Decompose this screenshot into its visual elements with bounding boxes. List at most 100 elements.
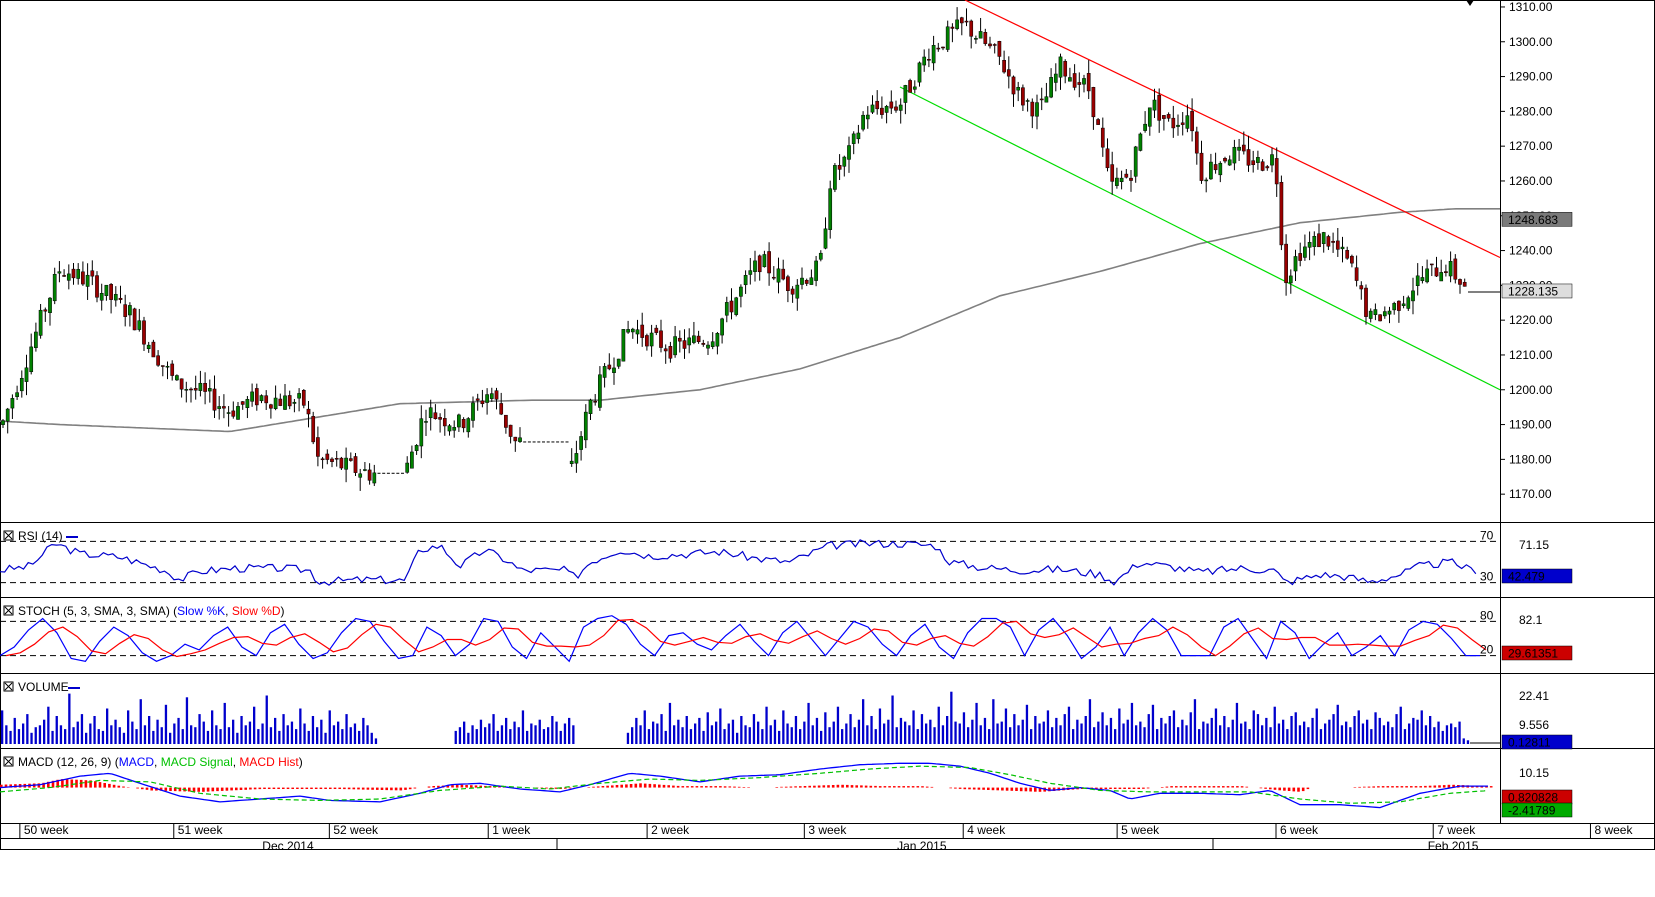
volume-bar (311, 716, 315, 744)
rsi-value-label-box (1501, 568, 1573, 584)
stochastic-pane: STOCH (5, 3, SMA, 3, SMA) (Slow %K, Slow… (0, 604, 1573, 663)
macd-tick-label: 10.15 (1519, 766, 1549, 780)
bull-candle (1133, 146, 1138, 177)
macd-hist-bar (61, 779, 64, 788)
volume-bar (1328, 719, 1331, 744)
volume-bar (122, 732, 126, 744)
macd-hist-bar (366, 787, 370, 790)
bear-candle (156, 355, 160, 366)
macd-hist-bar (1278, 787, 1281, 791)
bull-candle (10, 398, 15, 409)
bull-candle (1411, 290, 1415, 302)
macd-hist-bar (719, 786, 722, 788)
bull-candle (1425, 268, 1429, 283)
stoch-legend-sep: , (225, 604, 232, 618)
macd-hist-bar (648, 783, 652, 788)
volume-bar (757, 721, 760, 744)
volume-bar (1374, 712, 1377, 744)
volume-bar (1147, 714, 1150, 744)
bear-candle (1162, 115, 1166, 119)
macd-hist-bar (338, 787, 341, 789)
bear-candle (71, 268, 76, 279)
bull-candle (621, 329, 626, 362)
volume-tick-label: 22.41 (1519, 689, 1549, 703)
bull-candle (297, 393, 301, 399)
volume-bar (681, 727, 684, 744)
week-label: 7 week (1437, 823, 1476, 837)
volume-bar (1219, 725, 1222, 744)
bear-candle (1039, 98, 1044, 101)
outer-frame (0, 0, 1655, 850)
macd-hist-bar (611, 785, 614, 788)
volume-bar (337, 721, 340, 744)
bear-candle (1021, 87, 1025, 106)
macd-hist-bar (1034, 787, 1037, 792)
volume-bar (794, 716, 798, 744)
bull-candle (1119, 177, 1124, 182)
macd-hist-bar (554, 787, 558, 789)
macd-hist-bar (1203, 786, 1206, 788)
volume-bar (1290, 716, 1293, 744)
macd-hist-bar (1207, 786, 1211, 788)
bear-candle (62, 275, 66, 277)
bear-candle (499, 403, 504, 415)
macd-hist-bar (1128, 787, 1131, 789)
volume-bar (836, 706, 840, 744)
volume-bar (1156, 729, 1159, 744)
volume-bar (467, 732, 470, 744)
bull-candle (447, 425, 452, 432)
macd-hist-bar (1142, 787, 1145, 789)
volume-bar (979, 725, 982, 744)
volume-bar (937, 706, 940, 744)
volume-bar (551, 716, 554, 744)
macd-hist-bar (1424, 785, 1427, 788)
volume-bar (97, 729, 100, 744)
bear-candle (654, 327, 659, 333)
week-label: 5 week (1121, 823, 1160, 837)
volume-bar (9, 730, 12, 744)
macd-hist-bar (629, 784, 633, 788)
macd-hist-bar (963, 787, 967, 790)
macd-hist-bar (1109, 787, 1112, 789)
bear-candle (142, 320, 146, 345)
bear-candle (1063, 61, 1068, 77)
macd-hist-bar (780, 786, 783, 788)
volume-bar (135, 729, 138, 744)
bear-candle (941, 46, 945, 49)
macd-hist-bar (1367, 786, 1371, 788)
volume-bar (307, 730, 310, 744)
macd-signal-value-label-box (1501, 802, 1573, 818)
macd-hist-bar (1184, 786, 1187, 788)
bull-candle (823, 228, 828, 249)
volume-bar (232, 719, 235, 744)
volume-bar (1231, 719, 1234, 744)
bear-candle (1096, 119, 1100, 125)
volume-bar (761, 729, 764, 744)
macd-hist-bar (977, 787, 981, 790)
bull-candle (861, 114, 865, 130)
bull-candle (1232, 146, 1237, 164)
bear-candle (1265, 166, 1270, 169)
volume-bar (1034, 716, 1037, 744)
macd-hist-bar (390, 787, 393, 791)
bear-candle (1006, 69, 1011, 77)
week-label: 50 week (24, 823, 70, 837)
macd-hist-bar (822, 785, 826, 788)
bear-candle (330, 458, 334, 462)
volume-bar (988, 729, 991, 744)
volume-bar (526, 730, 529, 744)
volume-bar (803, 721, 806, 744)
bear-candle (1429, 263, 1434, 266)
macd-hist-bar (1179, 786, 1183, 788)
volume-bar (1408, 723, 1411, 744)
macd-hist-bar (65, 779, 69, 788)
volume-bar (253, 706, 256, 744)
macd-hist-bar (1001, 787, 1004, 791)
macd-hist-bar (690, 786, 694, 788)
bull-candle (762, 254, 767, 268)
bull-candle (1218, 162, 1223, 176)
macd-hist-bar (1301, 787, 1305, 792)
volume-bar (647, 729, 651, 744)
volume-bar (1151, 704, 1155, 744)
volume-bar (261, 723, 264, 744)
